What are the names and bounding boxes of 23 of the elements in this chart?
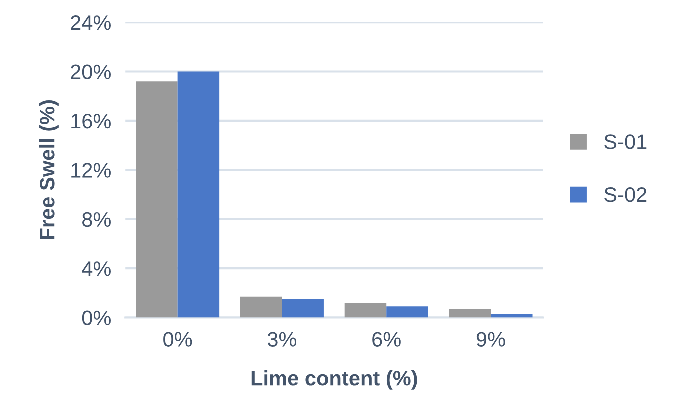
bar (386, 306, 428, 318)
y-tick-label: 8% (82, 212, 111, 228)
x-tick-label: 9% (476, 332, 506, 347)
x-tick-label: 3% (268, 332, 297, 347)
y-axis-title: Free Swell (%) (40, 100, 59, 240)
x-axis-title: Lime content (%) (252, 370, 418, 390)
legend-label: S-01 (604, 134, 647, 150)
y-tick-label: 4% (82, 262, 111, 276)
y-tick-label: 20% (71, 64, 111, 80)
bar (136, 82, 178, 318)
y-tick-label: 16% (72, 114, 111, 129)
bar (282, 299, 324, 318)
bar (449, 309, 491, 318)
bar (344, 302, 387, 318)
y-tick-label: 24% (71, 16, 111, 30)
legend-label: S-02 (604, 187, 647, 202)
x-tick-label: 0% (164, 332, 192, 347)
y-tick-label: 0% (82, 310, 111, 326)
bar (178, 72, 220, 318)
bar (240, 296, 282, 318)
x-tick-label: 6% (372, 332, 401, 347)
bar (491, 314, 533, 318)
y-tick-label: 12% (72, 163, 111, 178)
